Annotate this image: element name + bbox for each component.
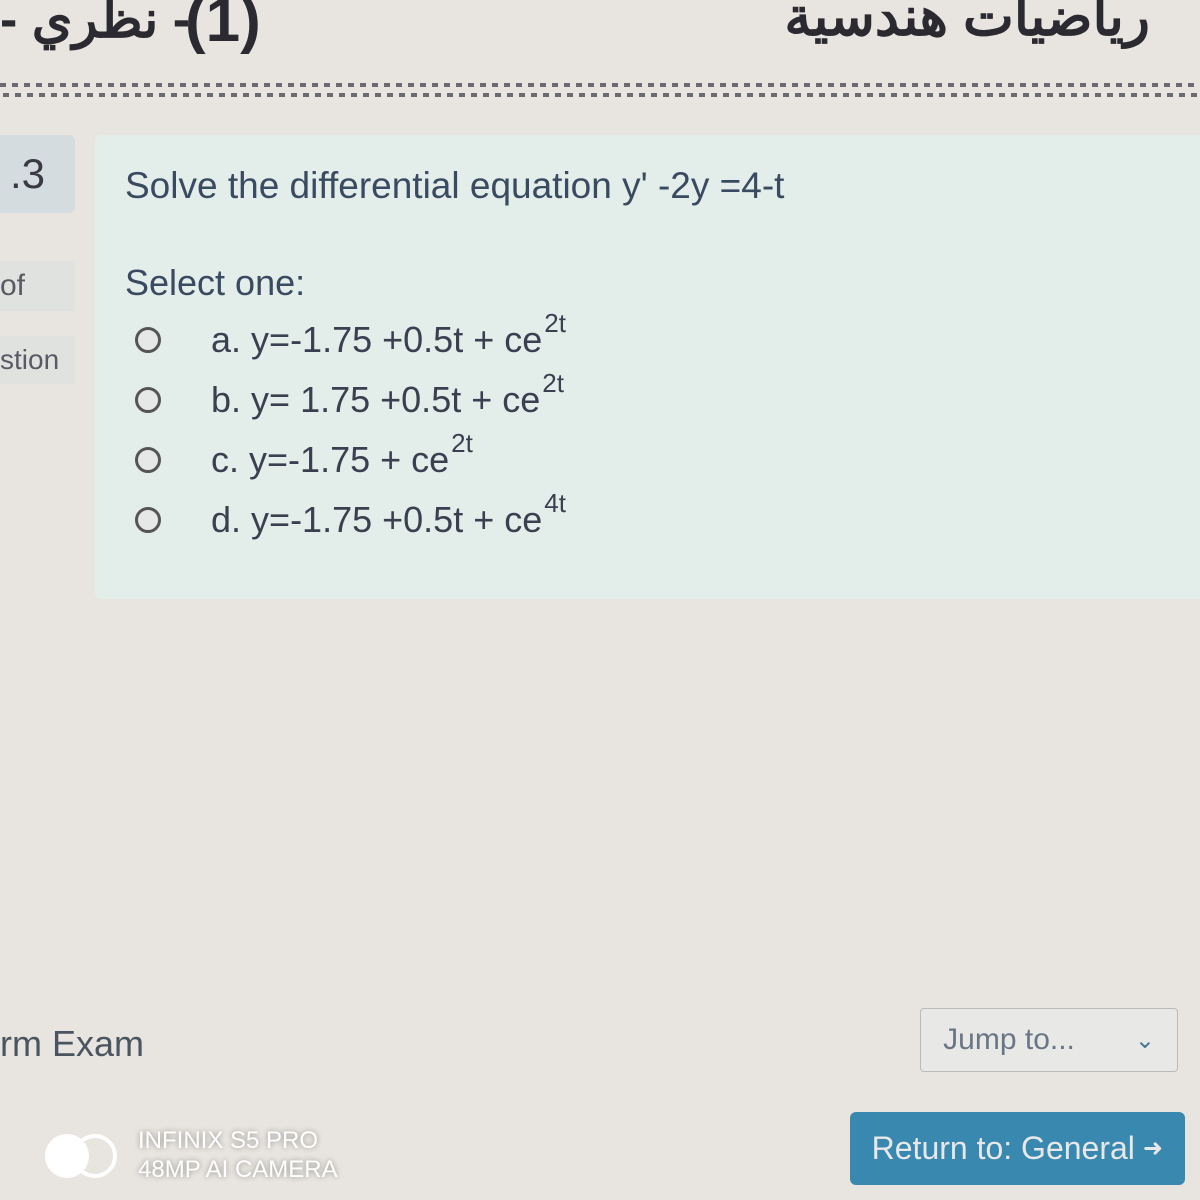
option-d[interactable]: d. y=-1.75 +0.5t + ce4t <box>135 499 1170 541</box>
header-arabic-right: رياضيات هندسية <box>784 0 1150 48</box>
option-a[interactable]: a. y=-1.75 +0.5t + ce2t <box>135 319 1170 361</box>
option-d-text: d. y=-1.75 +0.5t + ce4t <box>211 499 566 541</box>
arrow-right-icon: ➜ <box>1143 1134 1163 1163</box>
jump-to-label: Jump to... <box>943 1023 1075 1057</box>
divider <box>0 75 1200 105</box>
question-panel: Solve the differential equation y' -2y =… <box>95 135 1200 599</box>
option-a-text: a. y=-1.75 +0.5t + ce2t <box>211 319 566 361</box>
jump-to-dropdown[interactable]: Jump to... ⌄ <box>920 1008 1178 1072</box>
question-prompt: Solve the differential equation y' -2y =… <box>125 160 1170 212</box>
sidebar: .3 of stion <box>0 135 75 384</box>
sidebar-of-label: of <box>0 261 75 311</box>
watermark-logo-icon <box>45 1132 123 1180</box>
header-arabic-left: - نظري - <box>0 0 190 50</box>
option-c-text: c. y=-1.75 + ce2t <box>211 439 473 481</box>
select-one-label: Select one: <box>125 262 1170 304</box>
option-b-text: b. y= 1.75 +0.5t + ce2t <box>211 379 564 421</box>
question-number: .3 <box>0 135 75 213</box>
return-button[interactable]: Return to: General ➜ <box>850 1112 1185 1185</box>
radio-d[interactable] <box>135 507 161 533</box>
chevron-down-icon: ⌄ <box>1135 1026 1155 1055</box>
camera-watermark: INFINIX S5 PRO 48MP AI CAMERA <box>45 1127 338 1185</box>
exam-link[interactable]: rm Exam <box>0 1023 144 1065</box>
header-number: (1) <box>185 0 261 56</box>
option-b[interactable]: b. y= 1.75 +0.5t + ce2t <box>135 379 1170 421</box>
sidebar-stion-label: stion <box>0 336 75 384</box>
option-c[interactable]: c. y=-1.75 + ce2t <box>135 439 1170 481</box>
return-label: Return to: General <box>872 1130 1135 1167</box>
radio-c[interactable] <box>135 447 161 473</box>
radio-b[interactable] <box>135 387 161 413</box>
watermark-text: INFINIX S5 PRO 48MP AI CAMERA <box>138 1127 338 1185</box>
options-list: a. y=-1.75 +0.5t + ce2t b. y= 1.75 +0.5t… <box>125 319 1170 541</box>
radio-a[interactable] <box>135 327 161 353</box>
